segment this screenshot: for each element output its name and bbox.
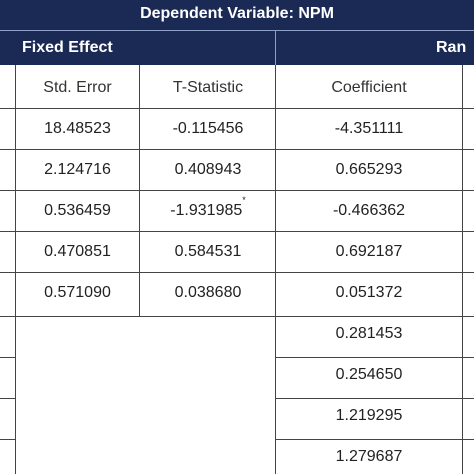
cell-std-error: 0.571090 [44,284,111,301]
table-title: Dependent Variable: NPM [140,5,334,22]
row-divider [0,398,15,399]
cell-coefficient: 0.665293 [335,161,403,178]
row-divider [0,357,15,358]
cell-t-statistic: 0.038680 [174,284,242,301]
row-divider [0,316,474,317]
row-divider [0,149,474,150]
cell-coefficient: -4.351111 [334,120,404,137]
cell-t-statistic: -1.931985* [140,190,276,231]
cell-coefficient: 0.281453 [335,325,403,342]
random-effect-header: Ran [436,39,467,56]
significance-marker: * [242,194,246,205]
cell-coefficient: 1.219295 [335,407,403,424]
table-title-band: Dependent Variable: NPM [0,0,474,31]
table-body: Std. Error T-Statistic Coefficient 18.48… [0,65,474,474]
column-divider [15,65,16,474]
group-header-band: Fixed Effect Ran [0,31,474,65]
row-divider [276,398,474,399]
row-divider [0,272,474,273]
cell-std-error: 0.470851 [44,243,111,260]
cell-std-error: 2.124716 [44,161,111,178]
col-header-coefficient: Coefficient [331,79,407,96]
cell-coefficient: 1.279687 [335,448,403,465]
fixed-effect-header: Fixed Effect [22,39,113,56]
t-statistic-value: -1.931985 [170,202,243,219]
row-divider [0,231,474,232]
column-divider [462,65,463,474]
cell-t-statistic: 0.584531 [174,243,242,260]
cell-std-error: 18.48523 [44,120,111,137]
cell-t-statistic: -0.115456 [172,120,244,137]
column-divider [139,65,140,316]
cell-coefficient: 0.254650 [335,366,403,383]
column-divider [275,65,276,474]
group-divider [275,31,276,65]
cell-std-error: 0.536459 [44,202,111,219]
cell-coefficient: -0.466362 [332,202,406,219]
cell-t-statistic: 0.408943 [174,161,242,178]
row-divider [276,439,474,440]
cell-coefficient: 0.051372 [335,284,403,301]
row-divider [0,439,15,440]
col-header-t-statistic: T-Statistic [172,79,244,96]
row-divider [0,108,474,109]
col-header-std-error: Std. Error [43,79,112,96]
cell-coefficient: 0.692187 [335,243,403,260]
row-divider [276,357,474,358]
row-divider [0,190,474,191]
